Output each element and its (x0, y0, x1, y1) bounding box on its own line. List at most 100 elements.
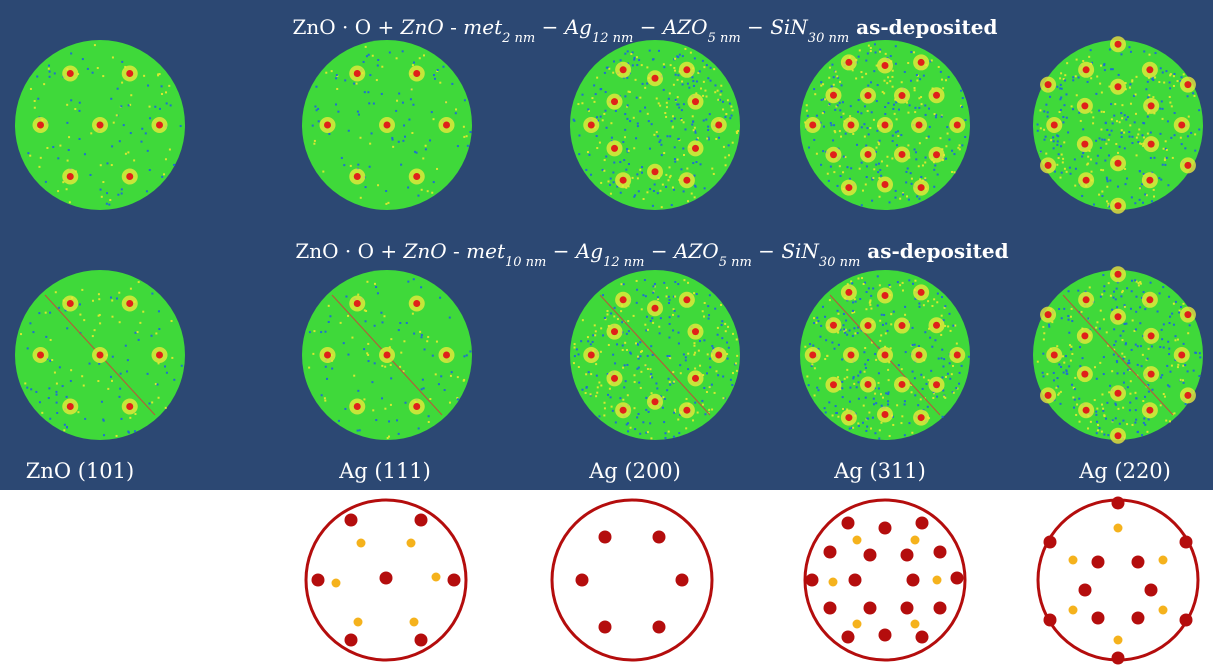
spot (915, 121, 923, 129)
noise (627, 163, 630, 166)
noise (1167, 340, 1170, 343)
noise (1095, 377, 1098, 380)
noise (1134, 279, 1137, 282)
noise (880, 404, 883, 407)
noise (679, 364, 682, 367)
noise (1049, 95, 1052, 98)
noise (1036, 360, 1039, 363)
noise (736, 132, 739, 135)
noise (411, 64, 414, 67)
noise (1123, 304, 1126, 307)
noise (693, 196, 696, 199)
noise (1173, 72, 1176, 75)
noise (642, 198, 645, 201)
noise (613, 60, 616, 63)
noise (1118, 121, 1121, 124)
noise (911, 326, 914, 329)
noise (168, 148, 171, 151)
noise (1152, 188, 1155, 191)
noise (677, 331, 680, 334)
pole-label: Ag (311) (833, 459, 926, 483)
noise (698, 340, 701, 343)
noise (1056, 163, 1059, 166)
noise (1141, 134, 1144, 137)
noise (951, 391, 954, 394)
noise (1161, 163, 1164, 166)
noise (613, 315, 616, 318)
noise (812, 344, 815, 347)
noise (860, 126, 863, 129)
noise (1087, 427, 1090, 430)
noise (914, 394, 917, 397)
noise (573, 119, 576, 122)
noise (48, 75, 51, 78)
noise (320, 394, 323, 397)
noise (373, 362, 376, 365)
noise (58, 306, 61, 309)
noise (659, 189, 662, 192)
noise (679, 372, 682, 375)
noise (121, 60, 124, 63)
noise (659, 317, 662, 320)
spot (413, 299, 421, 307)
noise (1139, 282, 1142, 285)
noise (598, 141, 601, 144)
noise (887, 102, 890, 105)
noise (77, 411, 80, 414)
noise (695, 161, 698, 164)
noise (1127, 362, 1130, 365)
noise (1062, 371, 1065, 374)
noise (841, 380, 844, 383)
noise (1121, 117, 1124, 120)
noise (66, 159, 69, 162)
noise (820, 81, 823, 84)
noise (89, 173, 92, 176)
noise (1179, 136, 1182, 139)
spot (37, 121, 44, 129)
noise (673, 146, 676, 149)
spot (353, 69, 361, 77)
noise (861, 421, 864, 424)
noise (1173, 112, 1176, 115)
noise (596, 147, 599, 150)
spot (683, 296, 691, 304)
schematic-pole (311, 573, 325, 587)
noise (884, 52, 887, 55)
noise (650, 392, 653, 395)
noise (932, 392, 935, 395)
noise (605, 126, 608, 129)
noise (886, 164, 889, 167)
noise (381, 321, 384, 324)
noise (1056, 385, 1059, 388)
noise (837, 331, 840, 334)
noise (658, 325, 661, 328)
noise (856, 110, 859, 113)
noise (881, 90, 884, 93)
noise (1123, 114, 1126, 117)
spot (1147, 332, 1155, 340)
noise (633, 381, 636, 384)
noise (636, 122, 639, 125)
noise (1129, 124, 1132, 127)
noise (391, 138, 394, 141)
noise (679, 413, 682, 416)
schematic-outline (803, 498, 967, 662)
noise (737, 129, 740, 132)
noise (606, 373, 609, 376)
noise (577, 353, 580, 356)
noise (397, 432, 400, 435)
noise (607, 393, 610, 396)
noise (1148, 53, 1151, 56)
noise (614, 109, 617, 112)
noise (608, 387, 611, 390)
noise (649, 188, 652, 191)
noise (1135, 418, 1138, 421)
noise (1102, 318, 1105, 321)
noise (711, 167, 714, 170)
noise (1118, 145, 1121, 148)
noise (941, 296, 944, 299)
noise (635, 279, 638, 282)
noise (658, 332, 661, 335)
noise (422, 54, 425, 57)
noise (667, 97, 670, 100)
